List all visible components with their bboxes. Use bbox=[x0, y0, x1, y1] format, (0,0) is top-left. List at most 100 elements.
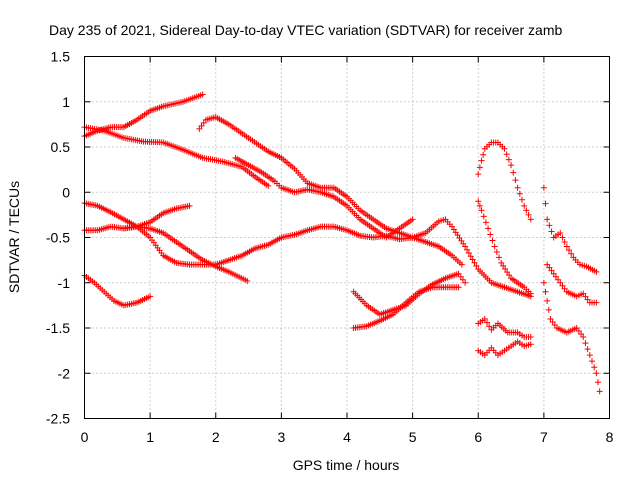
data-point bbox=[557, 229, 564, 236]
data-point bbox=[200, 119, 207, 126]
series-track-3 bbox=[196, 114, 465, 268]
data-point bbox=[265, 182, 272, 189]
data-point bbox=[542, 288, 549, 295]
data-point bbox=[475, 171, 482, 178]
plot-frame bbox=[84, 56, 610, 419]
data-point bbox=[501, 145, 508, 152]
data-point bbox=[527, 334, 534, 341]
data-point bbox=[244, 277, 251, 284]
series-track-10 bbox=[350, 284, 462, 331]
series-track-6 bbox=[81, 200, 534, 300]
data-point bbox=[559, 234, 566, 241]
data-point bbox=[462, 243, 469, 250]
x-tick-label: 7 bbox=[540, 429, 548, 445]
data-point bbox=[506, 272, 513, 279]
data-point bbox=[580, 290, 587, 297]
data-point bbox=[573, 325, 580, 331]
x-tick-label: 1 bbox=[146, 429, 154, 445]
data-point bbox=[487, 231, 494, 238]
data-point bbox=[544, 216, 551, 223]
chart-title: Day 235 of 2021, Sidereal Day-to-day VTE… bbox=[49, 22, 562, 38]
data-point bbox=[546, 264, 553, 271]
data-point bbox=[568, 250, 575, 257]
data-point bbox=[514, 184, 521, 191]
data-point bbox=[485, 225, 492, 232]
data-point bbox=[555, 276, 562, 283]
data-point bbox=[458, 261, 465, 268]
data-point bbox=[465, 250, 472, 257]
data-point bbox=[482, 219, 489, 226]
data-point bbox=[559, 282, 566, 289]
data-point bbox=[186, 202, 193, 209]
data-point bbox=[462, 279, 469, 286]
x-tick-label: 5 bbox=[409, 429, 417, 445]
data-point bbox=[467, 253, 474, 260]
data-point bbox=[589, 358, 595, 365]
data-point bbox=[475, 198, 482, 205]
data-point bbox=[198, 122, 205, 129]
data-point bbox=[593, 268, 600, 275]
data-point bbox=[510, 169, 517, 176]
data-point bbox=[593, 370, 600, 377]
x-axis-title: GPS time / hours bbox=[293, 457, 400, 473]
series-track-9 bbox=[350, 270, 469, 318]
data-point bbox=[409, 216, 416, 223]
data-point bbox=[486, 323, 493, 330]
data-point bbox=[147, 293, 154, 300]
data-point bbox=[455, 284, 462, 291]
data-point bbox=[493, 248, 500, 255]
data-point bbox=[480, 213, 487, 220]
data-point bbox=[459, 276, 466, 283]
data-points bbox=[81, 91, 603, 395]
series-track-1 bbox=[81, 124, 272, 189]
data-point bbox=[578, 331, 585, 338]
y-tick-label: 1 bbox=[62, 94, 70, 110]
y-axis-title: SDTVAR / TECUs bbox=[6, 181, 22, 293]
data-point bbox=[503, 151, 510, 158]
data-point bbox=[548, 267, 555, 274]
data-point bbox=[491, 243, 498, 250]
data-point bbox=[586, 352, 593, 359]
x-tick-label: 2 bbox=[212, 429, 220, 445]
data-point bbox=[551, 321, 558, 328]
data-point bbox=[525, 211, 532, 218]
data-point bbox=[550, 270, 557, 277]
series-track-17 bbox=[540, 279, 603, 395]
data-point bbox=[595, 379, 602, 386]
x-tick-label: 3 bbox=[277, 429, 285, 445]
data-point bbox=[496, 254, 503, 261]
y-tick-label: 1.5 bbox=[51, 49, 71, 65]
data-point bbox=[478, 207, 485, 214]
grid-lines bbox=[84, 56, 610, 419]
data-point bbox=[505, 156, 512, 163]
data-point bbox=[563, 243, 570, 250]
x-tick-label: 4 bbox=[343, 429, 351, 445]
data-point bbox=[540, 184, 547, 191]
y-tick-label: -1.5 bbox=[46, 320, 70, 336]
data-point bbox=[575, 328, 582, 335]
data-point bbox=[540, 279, 547, 286]
data-point bbox=[464, 246, 470, 253]
data-point bbox=[582, 340, 589, 347]
series-track-15 bbox=[540, 184, 600, 275]
data-point bbox=[484, 319, 490, 326]
data-point bbox=[516, 190, 523, 197]
data-point bbox=[582, 293, 589, 300]
data-point bbox=[584, 296, 591, 303]
data-point bbox=[546, 222, 553, 229]
data-point bbox=[547, 315, 554, 322]
data-point bbox=[504, 269, 511, 276]
series-track-14 bbox=[475, 338, 534, 359]
x-tick-label: 6 bbox=[474, 429, 482, 445]
series-track-11 bbox=[475, 139, 534, 223]
data-point bbox=[549, 318, 556, 325]
data-point bbox=[476, 202, 483, 209]
data-point bbox=[455, 270, 462, 277]
x-tick-label: 8 bbox=[606, 429, 614, 445]
data-point bbox=[596, 388, 603, 395]
data-point bbox=[480, 151, 487, 158]
x-tick-label: 0 bbox=[81, 429, 89, 445]
y-tick-label: -1 bbox=[58, 275, 71, 291]
data-point bbox=[580, 334, 587, 341]
